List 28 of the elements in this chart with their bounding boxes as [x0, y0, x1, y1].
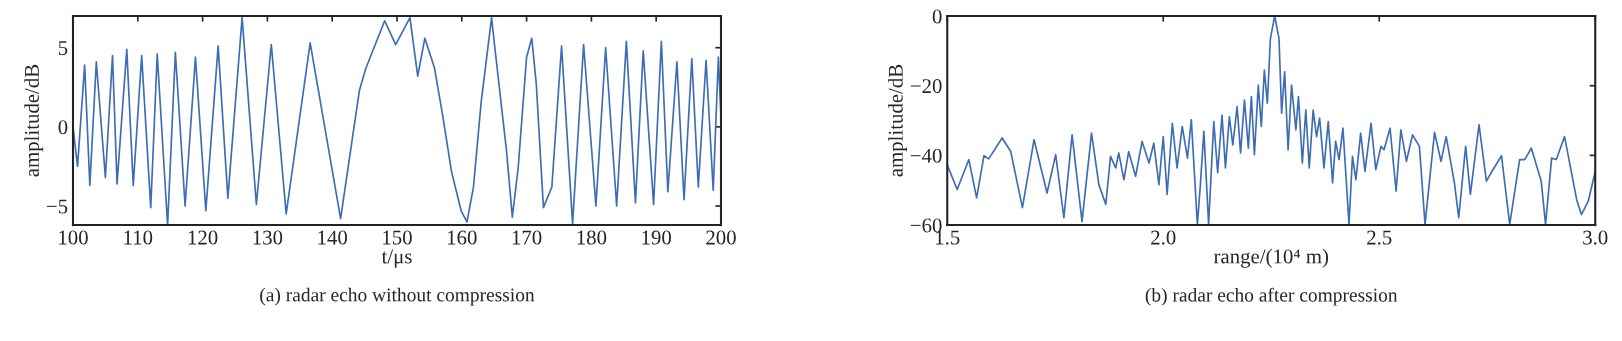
text: (a) radar echo without compression — [260, 287, 535, 306]
x-axis-title: t/μs — [381, 249, 412, 268]
y-tick-label: 0 — [58, 120, 68, 135]
x-tick-label: 100 — [59, 230, 88, 245]
y-tick-label: −40 — [910, 148, 942, 163]
x-tick-label: 3.0 — [1583, 230, 1608, 245]
y-tick-label: 5 — [58, 41, 68, 56]
y-tick-label: −20 — [910, 79, 942, 94]
y-tick-label: 0 — [932, 9, 942, 24]
x-tick-label: 2.0 — [1151, 230, 1176, 245]
x-tick-label: 140 — [318, 230, 348, 245]
x-tick-label: 200 — [706, 230, 736, 245]
y-tick-label: −5 — [47, 199, 68, 214]
x-tick-label: 190 — [642, 230, 672, 245]
y-axis-title: amplitude/dB — [888, 64, 908, 177]
x-tick-label: 110 — [124, 230, 153, 245]
line-series — [947, 16, 1596, 226]
x-tick-label: 130 — [253, 230, 283, 245]
x-tick-label: 180 — [577, 230, 607, 245]
x-tick-label: 160 — [447, 230, 477, 245]
x-tick-label: 170 — [512, 230, 542, 245]
line-series — [72, 16, 721, 226]
x-tick-label: 150 — [383, 230, 412, 245]
text: (b) radar echo after compression — [1145, 287, 1398, 306]
x-tick-label: 120 — [188, 230, 218, 245]
y-axis-title: amplitude/dB — [24, 64, 44, 177]
x-tick-label: 2.5 — [1367, 230, 1392, 245]
x-axis-title: range/(10⁴ m) — [1213, 248, 1329, 268]
